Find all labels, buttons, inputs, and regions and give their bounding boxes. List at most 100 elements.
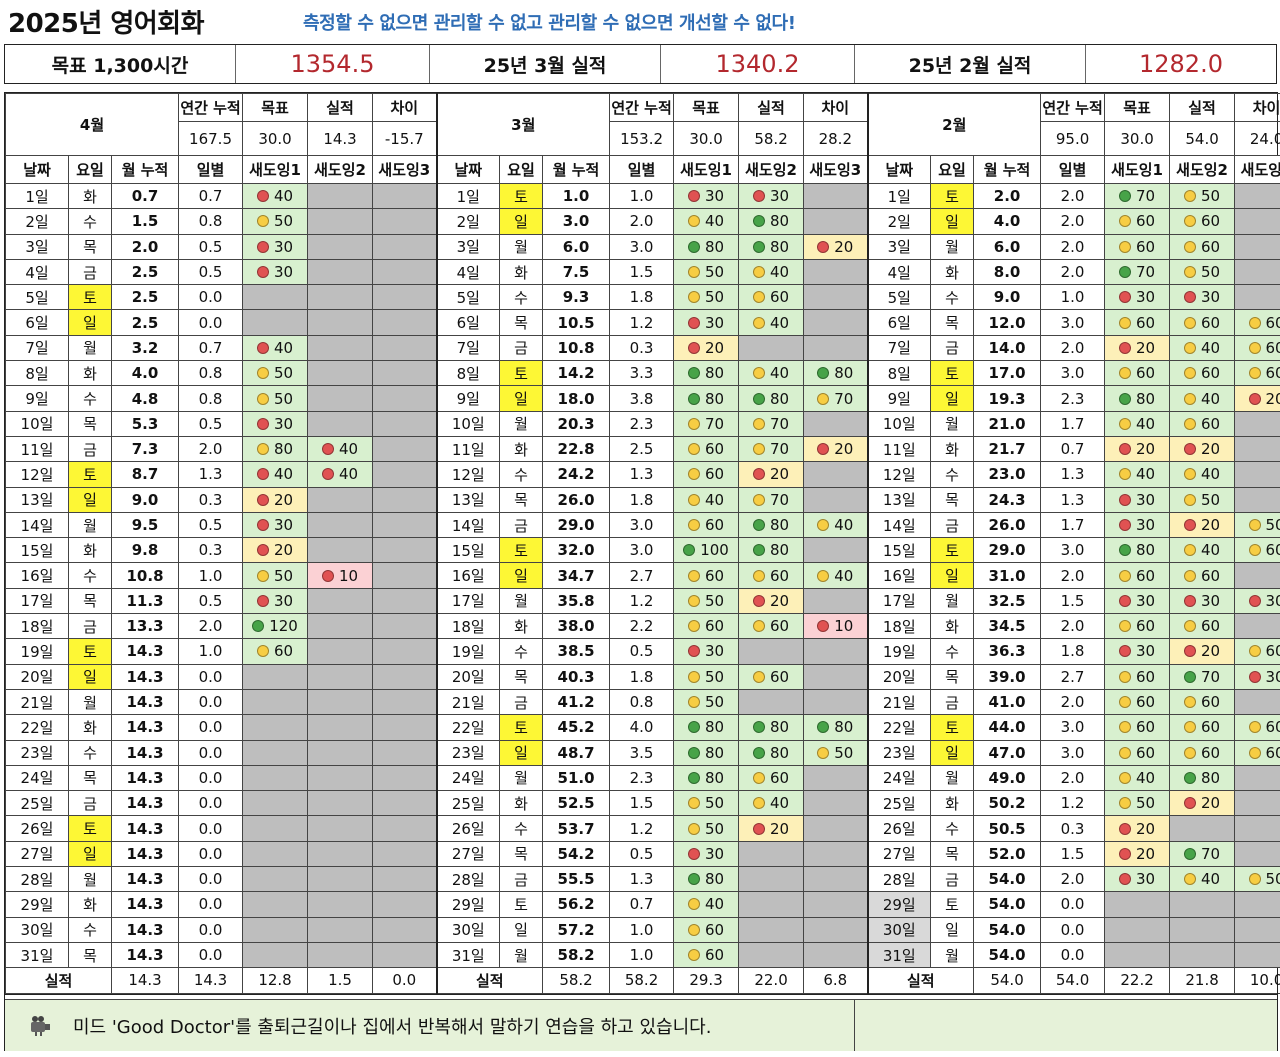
shadowing-value: 50: [705, 288, 725, 307]
daily-cell: 2.7: [1040, 663, 1106, 690]
score-dot-icon: [1119, 519, 1132, 531]
shadowing-cell: 70: [803, 385, 869, 412]
shadowing-cell: [803, 638, 869, 665]
summary-header-row: 4월 연간 누적 목표 실적 차이 3월 연간 누적 목표 실적 차이 2월 연간 누적 목표 실적 차이: [4, 93, 1280, 156]
total-value: 21.8: [1169, 967, 1236, 994]
date-cell: 5일: [5, 284, 69, 311]
shadowing-value: 30: [705, 187, 725, 206]
score-dot-icon: [1248, 367, 1261, 380]
score-dot-icon: [688, 468, 700, 481]
month-cum-cell: 38.0: [542, 613, 611, 640]
month-cum-cell: 58.2: [542, 941, 611, 969]
shadowing-cell: [307, 486, 374, 513]
daily-cell: 3.5: [609, 739, 675, 766]
shadowing-cell: 80: [738, 511, 805, 539]
shadowing-value: 80: [770, 237, 790, 256]
shadowing-cell: [1234, 435, 1280, 463]
date-cell: 29일: [866, 891, 932, 918]
shadowing-cell: [372, 613, 438, 640]
table-row: 25일 금 14.3 0.0 25일 화 52.5 1.5 50 40 25일 화 50.2 1.2 50 2…: [5, 790, 1280, 817]
shadowing-cell: 60: [1234, 638, 1280, 665]
shadowing-cell: 40: [803, 511, 869, 539]
score-dot-icon: [1119, 721, 1132, 734]
shadowing-value: 60: [1136, 718, 1156, 737]
shadowing-cell: [738, 638, 805, 665]
shadowing-value: 80: [770, 389, 790, 408]
shadowing-cell: [307, 233, 374, 260]
table-row: 12일 토 8.7 1.3 40 40 12일 수 24.2 1.3 60 20 12일 수 23.0 1.3…: [5, 461, 1280, 488]
shadowing-cell: 80: [738, 739, 805, 766]
score-dot-icon: [1184, 392, 1197, 405]
shadowing-value: 30: [1136, 870, 1156, 889]
shadowing-cell: [803, 410, 869, 437]
col-header-sh3: 새도잉3: [803, 155, 869, 184]
score-dot-icon: [688, 190, 700, 203]
weekday-cell: 토: [68, 284, 112, 311]
month-cum-cell: 1.5: [110, 208, 180, 235]
score-dot-icon: [256, 594, 269, 607]
col-header-weekday: 요일: [499, 155, 544, 184]
shadowing-cell: 40: [1169, 866, 1236, 893]
shadowing-cell: [738, 334, 805, 362]
daily-cell: 1.5: [609, 790, 675, 817]
total-value: 22.0: [738, 967, 805, 994]
daily-cell: 3.0: [1040, 537, 1106, 564]
score-dot-icon: [753, 493, 765, 506]
shadowing-cell: 80: [673, 866, 740, 893]
shadowing-value: 50: [705, 693, 725, 712]
shadowing-cell: [803, 309, 869, 336]
weekday-cell: 월: [68, 866, 112, 893]
shadowing-cell: [803, 916, 869, 943]
score-dot-icon: [817, 519, 830, 531]
shadowing-value: 60: [1136, 617, 1156, 636]
month-cum-cell: 2.5: [110, 258, 180, 286]
month-cum-cell: 26.0: [542, 486, 611, 513]
score-dot-icon: [817, 367, 830, 380]
shadowing-cell: [803, 840, 869, 868]
shadowing-cell: 60: [1234, 309, 1280, 336]
shadowing-cell: 20: [738, 815, 805, 842]
weekday-cell: 수: [499, 815, 544, 842]
shadowing-cell: [307, 587, 374, 615]
col-header-daily: 일별: [609, 155, 675, 184]
score-dot-icon: [688, 670, 700, 683]
shadowing-value: 60: [1201, 212, 1221, 231]
shadowing-value: 20: [1201, 794, 1221, 813]
score-dot-icon: [753, 822, 765, 835]
daily-cell: 0.8: [178, 360, 244, 387]
shadowing-cell: 60: [1169, 688, 1236, 716]
date-cell: 16일: [435, 562, 501, 589]
daily-cell: 1.0: [609, 182, 675, 210]
shadowing-cell: 30: [242, 587, 309, 615]
month-cum-cell: 19.3: [973, 385, 1042, 412]
month-cum-cell: 50.2: [973, 790, 1042, 817]
score-dot-icon: [256, 215, 269, 228]
daily-cell: 0.0: [178, 916, 244, 943]
shadowing-value: 30: [273, 591, 294, 610]
table-row: 14일 월 9.5 0.5 30 14일 금 29.0 3.0 60 80 40 14일 금 26.0 1.7…: [5, 511, 1280, 539]
table-row: 15일 화 9.8 0.3 20 15일 토 32.0 3.0 100 80 15일 토 29.0 3.0 8…: [5, 537, 1280, 564]
weekday-cell: 토: [930, 891, 975, 918]
month-title: 4월: [4, 93, 180, 156]
month-cum-cell: 2.5: [110, 284, 180, 311]
month-cum-cell: 32.0: [542, 537, 611, 564]
date-cell: 1일: [435, 182, 501, 210]
shadowing-cell: 30: [673, 638, 740, 665]
shadowing-cell: [372, 562, 438, 589]
shadowing-cell: [307, 663, 374, 690]
weekday-cell: 월: [930, 764, 975, 792]
shadowing-cell: 20: [1169, 790, 1236, 817]
date-cell: 12일: [5, 461, 69, 488]
score-dot-icon: [1184, 569, 1197, 582]
score-dot-icon: [1248, 341, 1261, 354]
shadowing-cell: 30: [1104, 638, 1171, 665]
score-dot-icon: [753, 594, 765, 607]
daily-cell: 1.0: [609, 916, 675, 943]
shadowing-cell: 60: [1169, 613, 1236, 640]
shadowing-cell: 80: [803, 714, 869, 741]
shadowing-value: 80: [834, 718, 854, 737]
shadowing-cell: [803, 764, 869, 792]
shadowing-cell: [307, 511, 374, 539]
shadowing-cell: 70: [673, 410, 740, 437]
table-row: 4일 금 2.5 0.5 30 4일 화 7.5 1.5 50 40 4일 화 8.0 2.0 70 50: [5, 258, 1280, 286]
